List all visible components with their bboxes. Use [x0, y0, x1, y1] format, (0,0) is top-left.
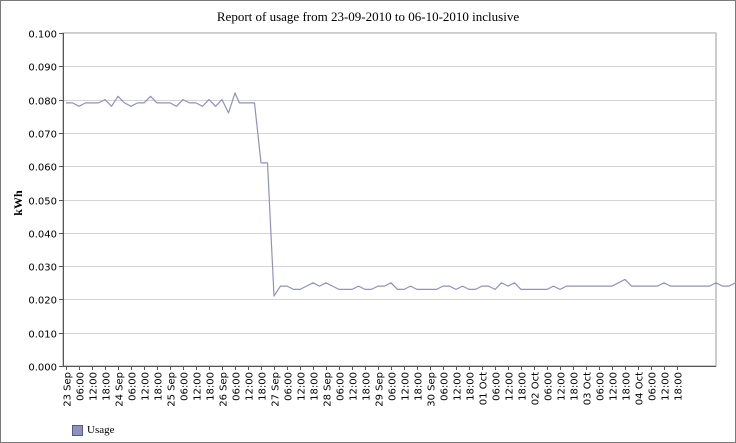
x-tick-label: 30 Sep [427, 372, 438, 407]
x-tick-label: 24 Sep [115, 372, 126, 407]
legend: Usage [72, 424, 115, 436]
y-tick-label: 0.050 [28, 197, 57, 208]
x-tick-label: 12:00 [661, 372, 672, 401]
y-tick-label: 0.060 [28, 163, 57, 174]
x-tick-label: 18:00 [414, 372, 425, 401]
x-tick-label: 12:00 [89, 372, 100, 401]
y-tick-label: 0.090 [28, 63, 57, 74]
x-tick-label: 06:00 [232, 372, 243, 401]
y-tick-label: 0.070 [28, 130, 57, 141]
x-tick-label: 06:00 [596, 372, 607, 401]
x-tick-label: 12:00 [453, 372, 464, 401]
x-tick-label: 29 Sep [375, 372, 386, 407]
y-tick-label: 0.020 [28, 296, 57, 307]
x-tick-label: 06:00 [284, 372, 295, 401]
x-tick-label: 26 Sep [219, 372, 230, 407]
x-tick-label: 27 Sep [271, 372, 282, 407]
x-tick-label: 02 Oct [531, 372, 542, 405]
x-tick-label: 12:00 [245, 372, 256, 401]
x-tick-label: 12:00 [401, 372, 412, 401]
x-tick-label: 03 Oct [583, 372, 594, 405]
x-tick-label: 12:00 [609, 372, 620, 401]
x-tick-label: 18:00 [258, 372, 269, 401]
x-tick-label: 06:00 [492, 372, 503, 401]
x-tick-label: 06:00 [440, 372, 451, 401]
legend-label: Usage [87, 424, 115, 436]
x-tick-label: 06:00 [336, 372, 347, 401]
x-tick-label: 12:00 [193, 372, 204, 401]
x-tick-label: 12:00 [505, 372, 516, 401]
y-tick-label: 0.100 [28, 30, 57, 41]
x-tick-label: 23 Sep [63, 372, 74, 407]
x-tick-label: 18:00 [102, 372, 113, 401]
x-tick-label: 18:00 [570, 372, 581, 401]
x-tick-label: 06:00 [128, 372, 139, 401]
x-tick-label: 12:00 [557, 372, 568, 401]
x-tick-label: 18:00 [466, 372, 477, 401]
x-tick-label: 18:00 [362, 372, 373, 401]
x-tick-label: 12:00 [297, 372, 308, 401]
x-tick-label: 25 Sep [167, 372, 178, 407]
x-tick-label: 18:00 [206, 372, 217, 401]
x-tick-label: 06:00 [76, 372, 87, 401]
x-tick-label: 06:00 [388, 372, 399, 401]
x-tick-label: 28 Sep [323, 372, 334, 407]
legend-swatch [72, 424, 83, 436]
x-tick-label: 18:00 [518, 372, 529, 401]
x-tick-label: 12:00 [141, 372, 152, 401]
x-tick-label: 06:00 [648, 372, 659, 401]
x-tick-label: 01 Oct [479, 372, 490, 405]
y-tick-label: 0.010 [28, 330, 57, 341]
plot-area [62, 32, 717, 367]
x-tick-label: 12:00 [349, 372, 360, 401]
y-tick-label: 0.030 [28, 263, 57, 274]
series-line-usage [66, 92, 736, 297]
x-tick-label: 18:00 [622, 372, 633, 401]
x-tick-label: 04 Oct [635, 372, 646, 405]
y-tick-label: 0.040 [28, 230, 57, 241]
x-tick-label: 18:00 [674, 372, 685, 401]
x-tick-label: 18:00 [310, 372, 321, 401]
y-tick-label: 0.000 [28, 363, 57, 374]
x-tick-label: 06:00 [544, 372, 555, 401]
chart-title: Report of usage from 23-09-2010 to 06-10… [216, 9, 520, 24]
x-tick-label: 06:00 [180, 372, 191, 401]
y-tick-label: 0.080 [28, 97, 57, 108]
x-tick-label: 18:00 [154, 372, 165, 401]
